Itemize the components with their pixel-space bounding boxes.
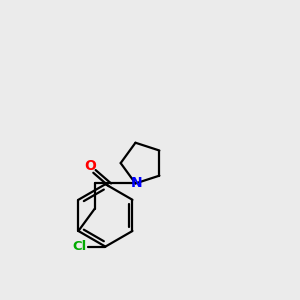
Text: N: N	[131, 176, 143, 190]
Text: Cl: Cl	[72, 240, 87, 253]
Text: O: O	[84, 160, 96, 173]
